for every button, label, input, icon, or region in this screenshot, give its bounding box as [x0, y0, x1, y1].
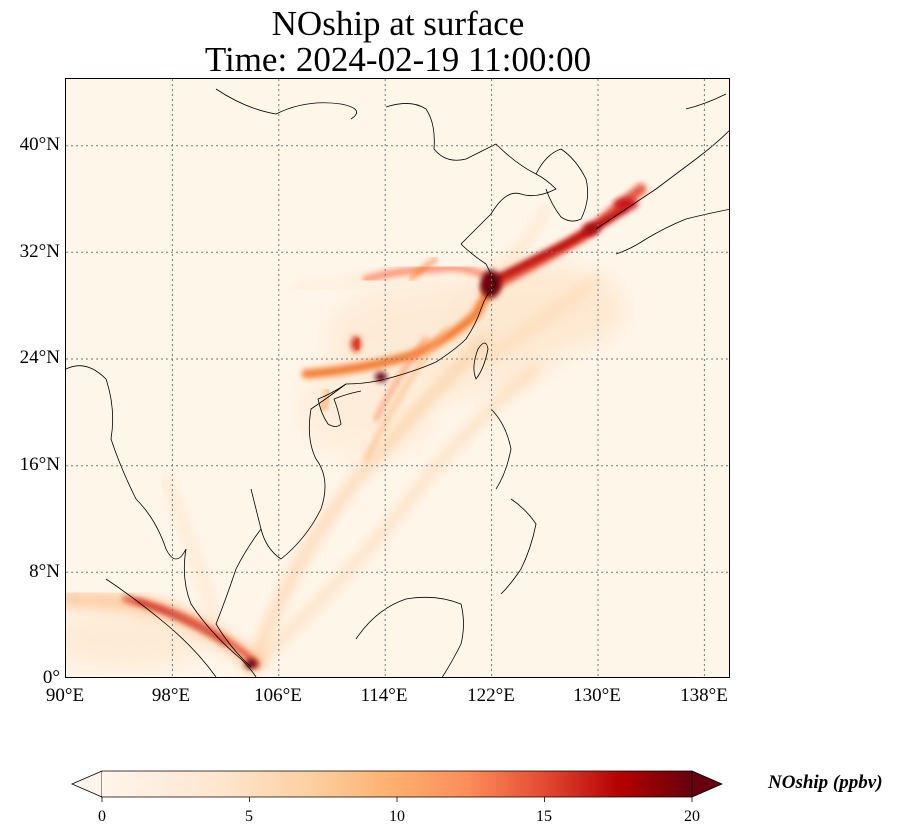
colorbar-label: NOship (ppbv) — [768, 772, 883, 793]
lon-tick-90e: 90°E — [45, 685, 85, 706]
colorbar-tick-0: 0 — [98, 808, 106, 825]
map-panel[interactable] — [65, 78, 730, 678]
colorbar-tick-20: 20 — [684, 808, 700, 825]
plot-title-line2: Time: 2024-02-19 11:00:00 — [204, 40, 592, 79]
lat-tick-16n: 16°N — [19, 454, 60, 475]
plot-title-line1: NOship at surface — [271, 4, 525, 43]
lon-tick-106e: 106°E — [254, 685, 302, 706]
lat-tick-24n: 24°N — [19, 347, 60, 368]
shipping-lanes-main — [122, 183, 647, 668]
colorbar-extend-max — [691, 770, 724, 798]
lon-tick-122e: 122°E — [467, 685, 515, 706]
lat-tick-0: 0° — [42, 667, 60, 688]
emission-hotspots — [245, 198, 638, 669]
colorbar-tick-5: 5 — [245, 808, 253, 825]
gridlines — [66, 79, 729, 677]
coastlines — [66, 88, 729, 677]
lat-tick-32n: 32°N — [19, 241, 60, 262]
colorbar-extend-min — [70, 770, 103, 798]
lon-tick-138e: 138°E — [680, 685, 728, 706]
colorbar-tick-10: 10 — [389, 808, 405, 825]
map-canvas — [66, 79, 729, 677]
lat-tick-40n: 40°N — [19, 134, 60, 155]
lon-tick-98e: 98°E — [151, 685, 191, 706]
colorbar-gradient — [102, 771, 692, 797]
lat-tick-8n: 8°N — [29, 561, 60, 582]
lon-tick-130e: 130°E — [573, 685, 621, 706]
colorbar-tick-15: 15 — [536, 808, 552, 825]
lon-tick-114e: 114°E — [360, 685, 408, 706]
colorbar — [70, 770, 724, 802]
